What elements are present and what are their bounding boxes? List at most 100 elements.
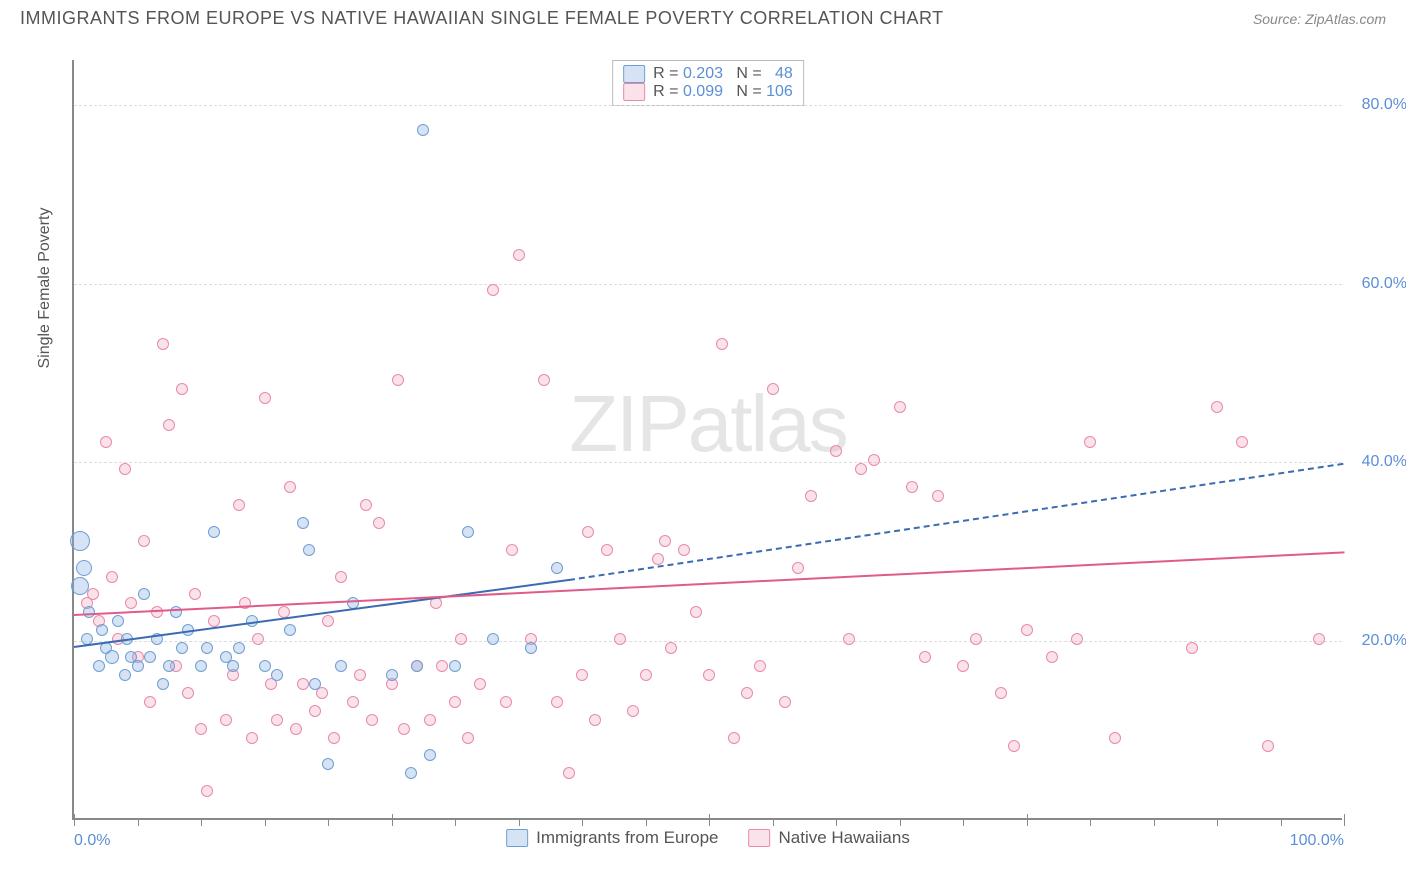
gridline	[74, 284, 1342, 285]
x-tick	[328, 818, 329, 826]
data-point-b	[176, 383, 188, 395]
data-point-b	[100, 436, 112, 448]
data-point-b	[716, 338, 728, 350]
data-point-b	[1211, 401, 1223, 413]
y-tick-label: 80.0%	[1362, 96, 1406, 114]
y-tick-label: 60.0%	[1362, 275, 1406, 293]
data-point-b	[703, 669, 715, 681]
data-point-b	[290, 723, 302, 735]
chart-header: IMMIGRANTS FROM EUROPE VS NATIVE HAWAIIA…	[0, 0, 1406, 33]
data-point-b	[1186, 642, 1198, 654]
data-point-b	[138, 535, 150, 547]
watermark-bold: ZIP	[569, 379, 687, 468]
x-tick	[265, 818, 266, 826]
legend-label-a: Immigrants from Europe	[536, 828, 718, 848]
data-point-a	[112, 615, 124, 627]
data-point-b	[906, 481, 918, 493]
y-axis-label: Single Female Poverty	[36, 208, 54, 369]
data-point-b	[157, 338, 169, 350]
data-point-b	[601, 544, 613, 556]
data-point-b	[538, 374, 550, 386]
trend-line	[74, 552, 1344, 617]
data-point-b	[125, 597, 137, 609]
legend-item-a: Immigrants from Europe	[506, 828, 718, 848]
x-tick	[836, 818, 837, 826]
x-tick	[519, 818, 520, 826]
x-tick-label: 0.0%	[74, 832, 110, 850]
data-point-a	[208, 526, 220, 538]
data-point-b	[366, 714, 378, 726]
x-tick	[201, 818, 202, 826]
data-point-b	[576, 669, 588, 681]
data-point-b	[582, 526, 594, 538]
data-point-b	[87, 588, 99, 600]
data-point-b	[830, 445, 842, 457]
gridline	[74, 462, 1342, 463]
data-point-b	[500, 696, 512, 708]
gridline	[74, 105, 1342, 106]
y-tick-label: 40.0%	[1362, 453, 1406, 471]
data-point-a	[144, 651, 156, 663]
data-point-b	[843, 633, 855, 645]
swatch-series-b	[623, 83, 645, 101]
data-point-a	[76, 560, 92, 576]
data-point-b	[436, 660, 448, 672]
data-point-b	[1109, 732, 1121, 744]
data-point-b	[398, 723, 410, 735]
correlation-legend: R = 0.203 N = 48 R = 0.099 N = 106	[612, 60, 804, 106]
watermark: ZIPatlas	[569, 378, 846, 470]
data-point-b	[347, 696, 359, 708]
data-point-b	[182, 687, 194, 699]
data-point-b	[474, 678, 486, 690]
data-point-b	[754, 660, 766, 672]
data-point-b	[506, 544, 518, 556]
legend-row-a: R = 0.203 N = 48	[623, 65, 793, 83]
x-tick	[138, 818, 139, 826]
data-point-b	[741, 687, 753, 699]
data-point-b	[1071, 633, 1083, 645]
x-tick	[900, 818, 901, 826]
data-point-b	[665, 642, 677, 654]
data-point-a	[233, 642, 245, 654]
data-point-b	[1262, 740, 1274, 752]
data-point-b	[805, 490, 817, 502]
data-point-b	[201, 785, 213, 797]
data-point-b	[106, 571, 118, 583]
n-value-b: 106	[766, 83, 793, 100]
legend-item-b: Native Hawaiians	[749, 828, 910, 848]
data-point-b	[894, 401, 906, 413]
plot-region: ZIPatlas R = 0.203 N = 48 R = 0.099 N = …	[72, 60, 1342, 820]
data-point-b	[513, 249, 525, 261]
chart-source: Source: ZipAtlas.com	[1253, 11, 1386, 27]
data-point-a	[322, 758, 334, 770]
data-point-a	[335, 660, 347, 672]
data-point-b	[455, 633, 467, 645]
data-point-a	[138, 588, 150, 600]
data-point-b	[424, 714, 436, 726]
data-point-b	[1008, 740, 1020, 752]
data-point-a	[417, 124, 429, 136]
data-point-b	[163, 419, 175, 431]
n-label-a: N =	[723, 65, 766, 82]
r-label-b: R =	[653, 83, 683, 100]
data-point-b	[779, 696, 791, 708]
chart-area: Single Female Poverty ZIPatlas R = 0.203…	[50, 50, 1350, 830]
x-tick	[773, 818, 774, 826]
data-point-b	[855, 463, 867, 475]
n-label-b: N =	[723, 83, 766, 100]
data-point-b	[487, 284, 499, 296]
data-point-a	[93, 660, 105, 672]
data-point-b	[1084, 436, 1096, 448]
data-point-a	[309, 678, 321, 690]
data-point-b	[792, 562, 804, 574]
data-point-a	[462, 526, 474, 538]
data-point-a	[551, 562, 563, 574]
data-point-b	[189, 588, 201, 600]
data-point-b	[151, 606, 163, 618]
legend-row-b: R = 0.099 N = 106	[623, 83, 793, 101]
data-point-a	[70, 531, 90, 551]
r-value-b: 0.099	[683, 83, 723, 100]
data-point-b	[119, 463, 131, 475]
data-point-b	[354, 669, 366, 681]
swatch-a-icon	[506, 829, 528, 847]
